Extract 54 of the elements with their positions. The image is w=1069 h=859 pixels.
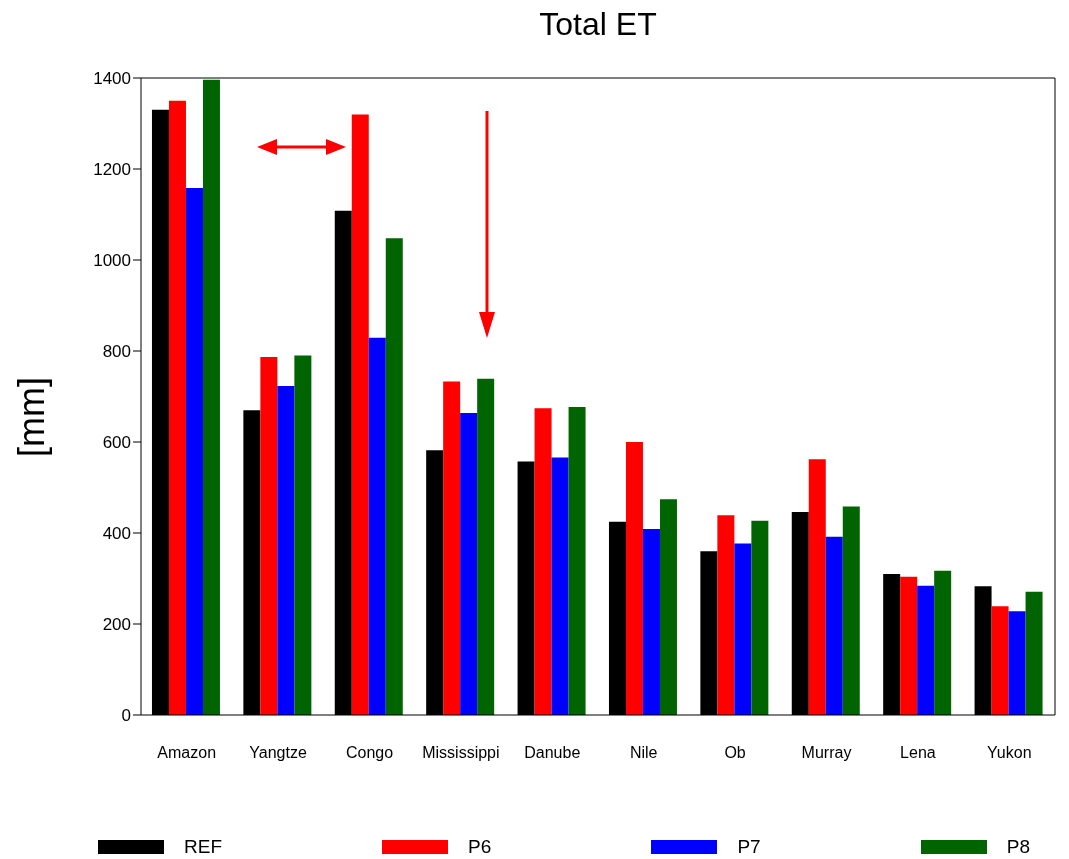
bar xyxy=(917,585,935,715)
x-tick-label: Lena xyxy=(900,744,936,762)
y-tick-label: 0 xyxy=(121,706,131,726)
x-tick-label: Danube xyxy=(524,744,581,762)
bar xyxy=(185,188,203,715)
x-tick-label: Nile xyxy=(629,744,658,762)
y-tick-label: 400 xyxy=(102,524,131,544)
bar xyxy=(1025,591,1043,715)
x-tick-label: Ob xyxy=(724,744,746,762)
bar xyxy=(625,442,643,715)
chart-title: Total ET xyxy=(538,6,658,43)
x-tick-label: Yangtze xyxy=(249,744,307,762)
legend-label: P6 xyxy=(468,836,492,858)
y-tick-label: 1000 xyxy=(93,251,131,271)
bar xyxy=(202,79,220,715)
bar xyxy=(460,412,478,715)
y-tick-label: 1200 xyxy=(93,160,131,180)
bar xyxy=(751,520,769,715)
bar xyxy=(717,515,735,715)
bar xyxy=(351,114,369,715)
bar xyxy=(368,337,386,715)
bar xyxy=(551,457,569,715)
bar xyxy=(1008,611,1026,715)
y-tick-label: 1400 xyxy=(93,69,131,89)
bar xyxy=(534,408,552,715)
legend-label: P7 xyxy=(737,836,761,858)
bar xyxy=(385,238,403,715)
bar xyxy=(934,570,952,715)
bar xyxy=(734,543,752,715)
bar xyxy=(659,499,677,715)
bar xyxy=(825,536,843,715)
x-tick-label: Yukon xyxy=(987,744,1032,762)
x-tick-label: Amazon xyxy=(157,744,217,762)
x-tick-label: Congo xyxy=(345,744,394,762)
y-tick-label: 600 xyxy=(102,433,131,453)
y-tick-label: 800 xyxy=(102,342,131,362)
bar xyxy=(568,406,586,715)
bar xyxy=(443,381,461,715)
bar xyxy=(260,356,278,715)
legend-label: REF xyxy=(184,836,222,858)
bar xyxy=(277,386,295,715)
bar xyxy=(808,459,826,715)
bar xyxy=(900,576,918,715)
bar xyxy=(168,100,186,715)
y-tick-label: 200 xyxy=(102,615,131,635)
legend-label: P8 xyxy=(1006,836,1030,858)
bar xyxy=(842,506,860,715)
x-tick-label: Murray xyxy=(801,744,852,762)
x-tick-label: Mississippi xyxy=(422,744,500,762)
bar xyxy=(477,378,495,715)
bar xyxy=(642,528,660,715)
bar xyxy=(991,606,1009,715)
y-axis-title: [mm] xyxy=(11,376,53,459)
bar xyxy=(294,355,312,715)
